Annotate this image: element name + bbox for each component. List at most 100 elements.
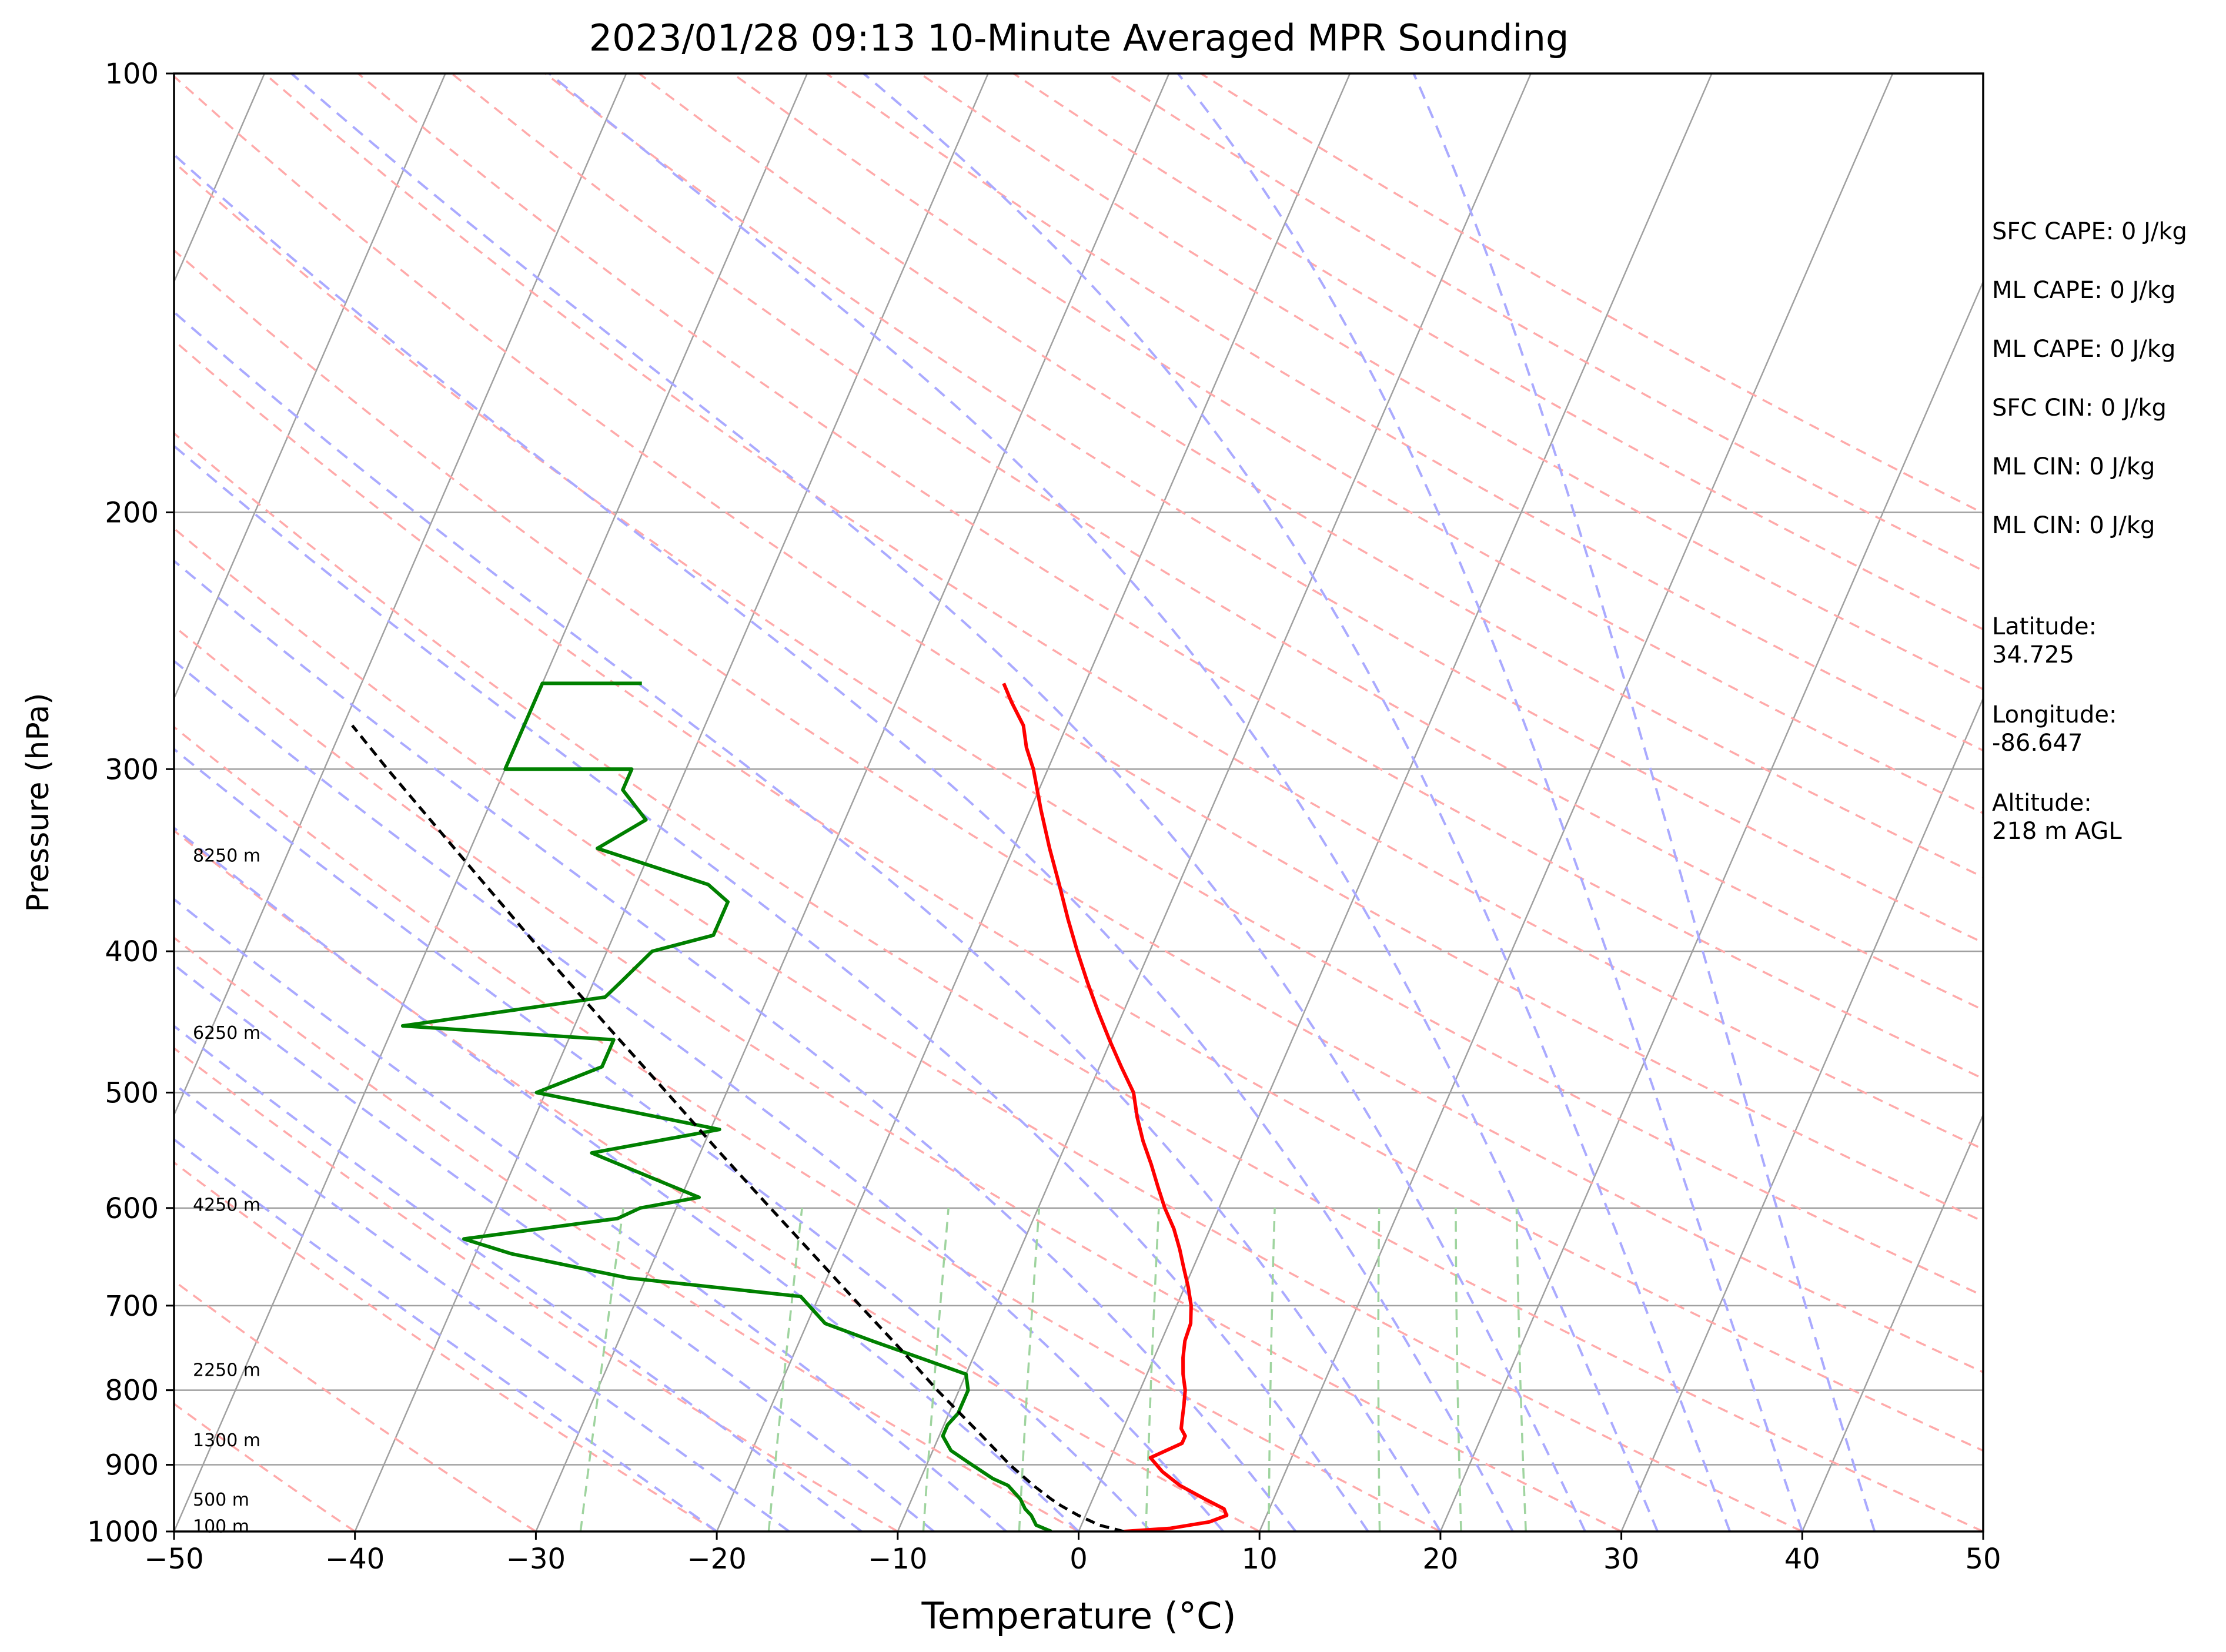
moist-adiabat	[174, 1024, 863, 1531]
x-tick-label: 40	[1784, 1543, 1820, 1576]
x-tick-label: 30	[1603, 1543, 1639, 1576]
stat-entry: SFC CAPE: 0 J/kg	[1992, 218, 2187, 246]
stat-line: Longitude:	[1992, 701, 2117, 728]
profile-lines	[351, 681, 1229, 1531]
stat-entry: ML CAPE: 0 J/kg	[1992, 276, 2175, 305]
x-tick-label: −30	[506, 1543, 566, 1576]
height-label: 1300 m	[193, 1430, 260, 1451]
dewpoint-line	[400, 681, 1052, 1531]
x-tick-label: −50	[144, 1543, 203, 1576]
stat-line: ML CIN: 0 J/kg	[1992, 512, 2155, 539]
stat-line: -86.647	[1992, 730, 2083, 757]
dry-adiabat	[174, 829, 1261, 1531]
stat-entry: SFC CIN: 0 J/kg	[1992, 394, 2167, 422]
mixing-ratio-line	[1377, 1208, 1381, 1531]
y-tick-label: 200	[105, 497, 159, 530]
moist-adiabat	[548, 73, 1659, 1531]
moist-adiabat	[174, 153, 1514, 1531]
height-label: 500 m	[193, 1490, 249, 1510]
x-tick-label: 10	[1242, 1543, 1278, 1576]
isotherm	[1439, 280, 1983, 1531]
dry-adiabat	[451, 73, 1983, 1011]
mixing-ratio-line	[579, 1208, 624, 1531]
height-labels: 100 m 500 m 1300 m 2250 m 4250 m 6250 m 8250 m	[193, 846, 260, 1537]
moist-adiabat	[174, 747, 1152, 1531]
y-tick-label: 100	[105, 58, 159, 91]
stat-line: SFC CAPE: 0 J/kg	[1992, 218, 2187, 245]
moist-adiabat	[174, 963, 935, 1531]
moist-adiabat	[174, 659, 1225, 1531]
dry-adiabat	[174, 1279, 537, 1531]
y-tick-label: 400	[105, 935, 159, 968]
stat-line: ML CAPE: 0 J/kg	[1992, 277, 2176, 304]
dry-adiabat	[174, 75, 1983, 1223]
isotherm	[174, 73, 808, 1531]
y-axis-label: Pressure (hPa)	[21, 693, 56, 912]
stat-line: Altitude:	[1992, 790, 2092, 817]
isotherm	[716, 73, 1351, 1531]
dry-adiabat	[825, 73, 1983, 752]
isotherm	[174, 73, 446, 700]
mixing-ratio-line	[1268, 1208, 1276, 1531]
mixing-ratio-line	[767, 1208, 803, 1531]
moist-adiabat	[174, 898, 1007, 1531]
moist-adiabat	[174, 444, 1369, 1531]
isotherm	[535, 73, 1170, 1531]
stat-line: SFC CIN: 0 J/kg	[1992, 394, 2167, 422]
dry-adiabat	[174, 625, 1622, 1531]
mixing-ratio-line	[1018, 1208, 1041, 1531]
x-tick-label: −10	[868, 1543, 927, 1576]
dry-adiabat	[174, 1402, 356, 1531]
stat-line: 34.725	[1992, 641, 2074, 668]
y-tick-label: 800	[105, 1375, 159, 1407]
mixing-ratio-line	[1145, 1208, 1160, 1531]
stat-entry: ML CIN: 0 J/kg	[1992, 453, 2155, 481]
x-tick-label: 50	[1965, 1543, 2001, 1576]
x-axis-label: Temperature (°C)	[921, 1594, 1236, 1637]
isotherm	[1259, 73, 1894, 1531]
y-tick-label: 900	[105, 1449, 159, 1482]
stat-entry: ML CIN: 0 J/kg	[1992, 511, 2155, 540]
dry-adiabat	[174, 527, 1803, 1531]
background-lines	[174, 73, 1983, 1531]
isotherm	[174, 73, 627, 1117]
isotherm	[897, 73, 1532, 1531]
temperature-line	[1002, 683, 1229, 1531]
y-tick-label: 1000	[87, 1516, 159, 1549]
moist-adiabat	[863, 73, 1732, 1531]
dry-adiabat	[174, 725, 1441, 1531]
moist-adiabat	[1412, 73, 1876, 1531]
isotherm	[354, 73, 989, 1531]
dry-adiabat	[174, 160, 1983, 1297]
parcel-line	[351, 724, 1125, 1531]
stat-line: Latitude:	[1992, 613, 2097, 640]
stat-line: ML CAPE: 0 J/kg	[1992, 336, 2176, 363]
stat-line: 218 m AGL	[1992, 818, 2122, 845]
dry-adiabat	[263, 73, 1983, 1151]
moist-adiabat	[290, 73, 1586, 1531]
y-tick-label: 500	[105, 1076, 159, 1109]
moist-adiabat	[174, 559, 1297, 1531]
isotherm	[1801, 1113, 1983, 1531]
chart-title: 2023/01/28 09:13 10-Minute Averaged MPR …	[589, 16, 1569, 59]
x-tick-label: 0	[1069, 1543, 1088, 1576]
dry-adiabat	[174, 432, 1983, 1531]
y-tick-label: 300	[105, 753, 159, 786]
mixing-ratio-line	[1515, 1208, 1527, 1531]
dry-adiabat	[731, 73, 1983, 815]
isotherm	[1620, 696, 1983, 1531]
x-tick-label: −40	[325, 1543, 385, 1576]
height-label: 6250 m	[193, 1023, 260, 1044]
y-tick-label: 700	[105, 1290, 159, 1323]
dry-adiabat	[174, 339, 1983, 1452]
stat-entry: Altitude: 218 m AGL	[1992, 789, 2122, 845]
dry-adiabat	[174, 249, 1983, 1373]
moist-adiabat	[1176, 73, 1804, 1531]
moist-adiabat	[174, 1082, 790, 1531]
height-label: 100 m	[193, 1516, 249, 1537]
axes: −50 −40 −30 −20 −10 0 10 20 30 40 50 100 200 300 400 50…	[87, 58, 2001, 1576]
dry-adiabat	[357, 73, 1983, 1080]
dry-adiabat	[544, 73, 1983, 944]
x-tick-label: −20	[687, 1543, 746, 1576]
